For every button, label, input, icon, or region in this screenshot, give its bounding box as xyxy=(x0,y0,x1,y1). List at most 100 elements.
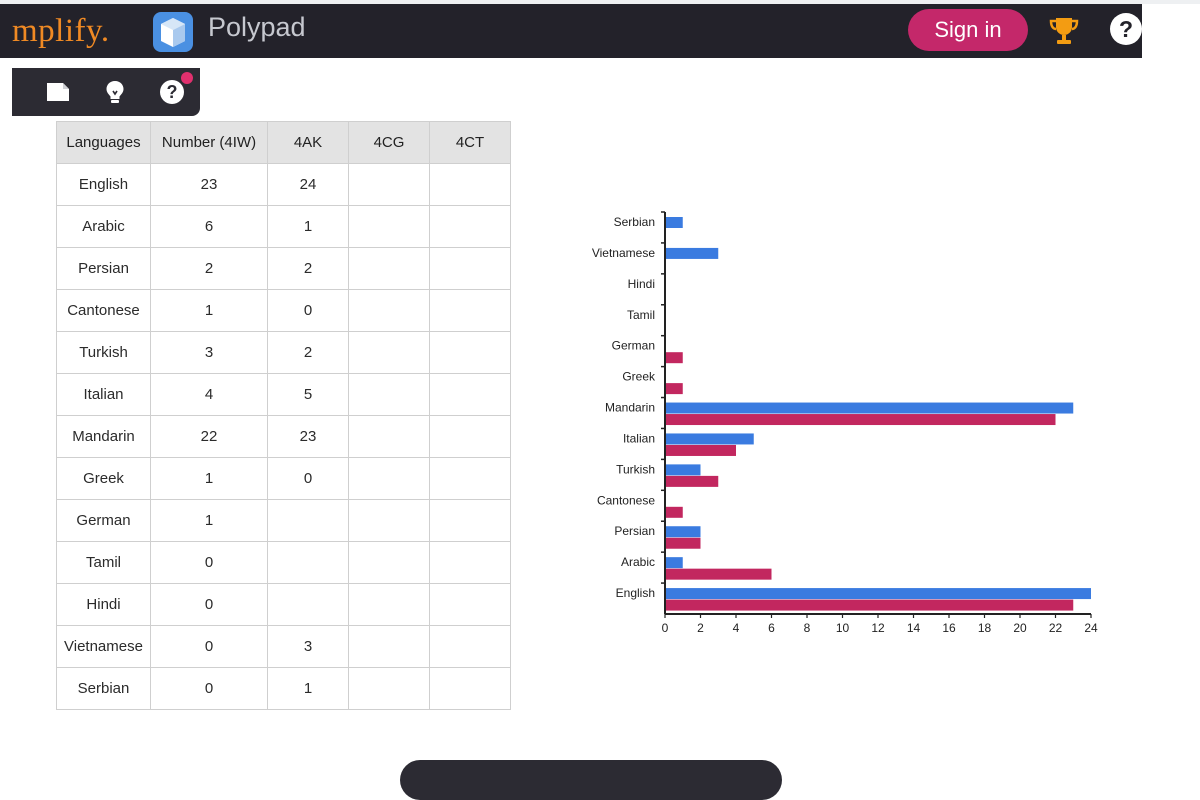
column-header[interactable]: Number (4IW) xyxy=(150,121,268,164)
x-tick-label: 2 xyxy=(697,621,704,635)
x-tick-label: 20 xyxy=(1013,621,1027,635)
table-cell[interactable]: Mandarin xyxy=(56,415,151,458)
table-cell[interactable] xyxy=(429,373,511,416)
table-cell[interactable] xyxy=(429,499,511,542)
table-cell[interactable]: 2 xyxy=(267,247,349,290)
lightbulb-icon[interactable] xyxy=(101,78,129,106)
table-cell[interactable]: 22 xyxy=(150,415,268,458)
table-cell[interactable]: 1 xyxy=(150,289,268,332)
table-cell[interactable]: 0 xyxy=(150,625,268,668)
y-tick-label: Italian xyxy=(623,431,655,445)
table-cell[interactable]: Arabic xyxy=(56,205,151,248)
table-cell[interactable]: English xyxy=(56,163,151,206)
table-cell[interactable] xyxy=(429,331,511,374)
column-header[interactable]: Languages xyxy=(56,121,151,164)
table-cell[interactable]: German xyxy=(56,499,151,542)
table-cell[interactable] xyxy=(348,331,430,374)
table-cell[interactable]: Cantonese xyxy=(56,289,151,332)
table-cell[interactable] xyxy=(429,289,511,332)
table-cell[interactable]: 1 xyxy=(150,457,268,500)
y-tick-label: Serbian xyxy=(614,215,655,229)
help-icon[interactable]: ? xyxy=(158,78,186,106)
table-cell[interactable] xyxy=(348,457,430,500)
table-cell[interactable] xyxy=(348,625,430,668)
table-cell[interactable] xyxy=(429,541,511,584)
table-cell[interactable]: 1 xyxy=(267,205,349,248)
table-cell[interactable] xyxy=(429,415,511,458)
table-cell[interactable]: Hindi xyxy=(56,583,151,626)
bar xyxy=(666,402,1074,414)
column-header[interactable]: 4AK xyxy=(267,121,349,164)
table-cell[interactable]: 5 xyxy=(267,373,349,416)
table-row: Cantonese 1 0 xyxy=(56,289,511,332)
table-cell[interactable] xyxy=(429,583,511,626)
table-cell[interactable]: 3 xyxy=(267,625,349,668)
table-row: Arabic 6 1 xyxy=(56,205,511,248)
table-cell[interactable] xyxy=(429,247,511,290)
table-cell[interactable] xyxy=(267,541,349,584)
table-cell[interactable]: 2 xyxy=(267,331,349,374)
table-cell[interactable]: 24 xyxy=(267,163,349,206)
table-cell[interactable]: 0 xyxy=(150,541,268,584)
column-header[interactable]: 4CG xyxy=(348,121,430,164)
table-cell[interactable] xyxy=(267,499,349,542)
table-cell[interactable] xyxy=(348,205,430,248)
table-cell[interactable] xyxy=(429,667,511,710)
y-tick-label: Greek xyxy=(622,370,656,384)
help-icon[interactable]: ? xyxy=(1110,13,1142,45)
table-cell[interactable]: Persian xyxy=(56,247,151,290)
table-cell[interactable]: 0 xyxy=(267,289,349,332)
table-cell[interactable] xyxy=(348,667,430,710)
table-cell[interactable] xyxy=(348,289,430,332)
table-cell[interactable]: Turkish xyxy=(56,331,151,374)
column-header[interactable]: 4CT xyxy=(429,121,511,164)
table-cell[interactable] xyxy=(348,499,430,542)
x-tick-label: 6 xyxy=(768,621,775,635)
table-cell[interactable]: 0 xyxy=(150,583,268,626)
table-cell[interactable]: 23 xyxy=(150,163,268,206)
table-cell[interactable] xyxy=(348,247,430,290)
table-cell[interactable]: 1 xyxy=(150,499,268,542)
table-cell[interactable]: 6 xyxy=(150,205,268,248)
table-cell[interactable] xyxy=(348,163,430,206)
table-cell[interactable] xyxy=(429,457,511,500)
sign-in-button[interactable]: Sign in xyxy=(908,9,1028,51)
table-row: Vietnamese 0 3 xyxy=(56,625,511,668)
table-cell[interactable]: Greek xyxy=(56,457,151,500)
table-cell[interactable]: 1 xyxy=(267,667,349,710)
bar xyxy=(666,383,683,395)
x-tick-label: 14 xyxy=(907,621,921,635)
table-cell[interactable] xyxy=(267,583,349,626)
table-cell[interactable] xyxy=(429,163,511,206)
y-tick-label: Arabic xyxy=(621,555,655,569)
polypad-logo-icon[interactable] xyxy=(152,11,194,53)
table-cell[interactable]: Vietnamese xyxy=(56,625,151,668)
table-cell[interactable]: 3 xyxy=(150,331,268,374)
table-cell[interactable]: 0 xyxy=(267,457,349,500)
table-cell[interactable]: 23 xyxy=(267,415,349,458)
bar xyxy=(666,506,683,518)
table-cell[interactable]: 0 xyxy=(150,667,268,710)
table-cell[interactable] xyxy=(348,583,430,626)
table-cell[interactable] xyxy=(429,625,511,668)
save-icon[interactable] xyxy=(44,78,72,106)
table-cell[interactable]: 2 xyxy=(150,247,268,290)
table-cell[interactable]: Serbian xyxy=(56,667,151,710)
x-tick-label: 4 xyxy=(733,621,740,635)
table-cell[interactable] xyxy=(348,541,430,584)
amplify-logo[interactable]: mplify. xyxy=(12,13,110,49)
table-cell[interactable] xyxy=(348,373,430,416)
bar xyxy=(666,444,736,456)
y-tick-label: Tamil xyxy=(627,308,655,322)
table-cell[interactable] xyxy=(348,415,430,458)
y-tick-label: Hindi xyxy=(628,277,655,291)
table-row: Italian 4 5 xyxy=(56,373,511,416)
table-cell[interactable]: 4 xyxy=(150,373,268,416)
trophy-icon[interactable] xyxy=(1047,14,1081,48)
table-cell[interactable] xyxy=(429,205,511,248)
table-cell[interactable]: Tamil xyxy=(56,541,151,584)
table-cell[interactable]: Italian xyxy=(56,373,151,416)
y-tick-label: German xyxy=(612,339,655,353)
table-header-row: Languages Number (4IW) 4AK 4CG 4CT xyxy=(56,121,511,164)
bar xyxy=(666,414,1056,426)
